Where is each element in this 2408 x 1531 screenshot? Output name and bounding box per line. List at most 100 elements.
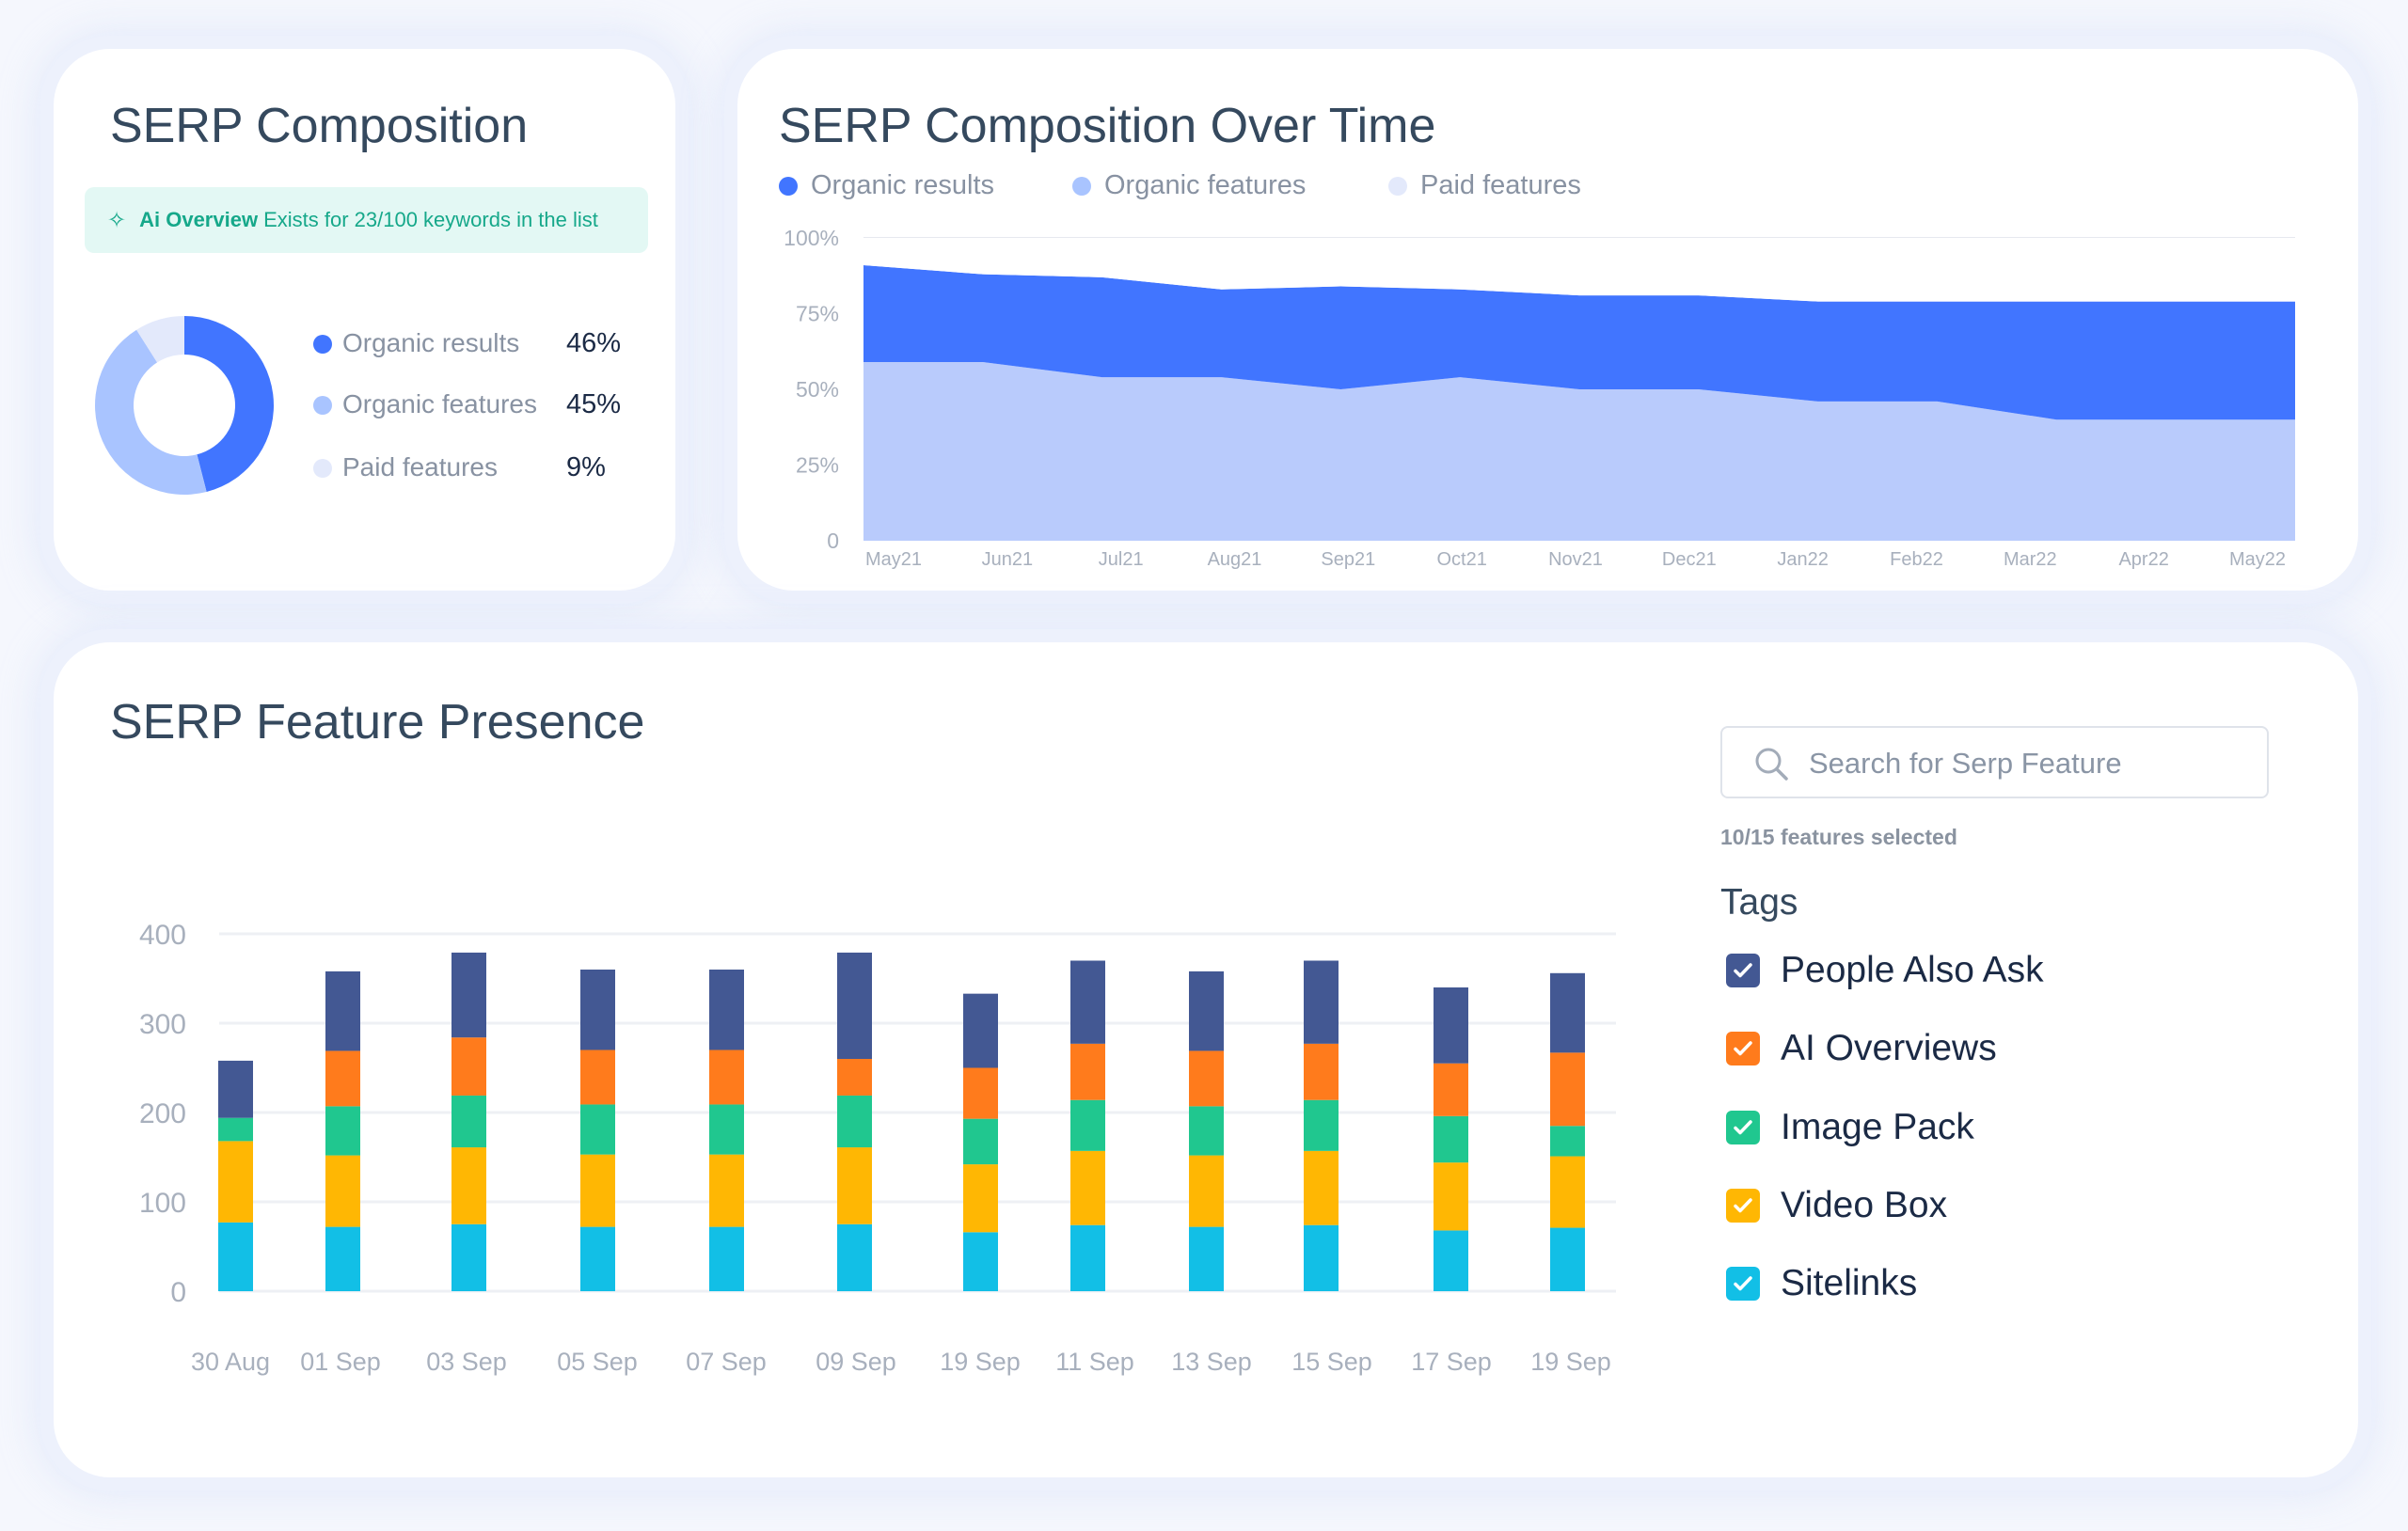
feature-search-box[interactable] xyxy=(1720,726,2269,798)
tag-label: Image Pack xyxy=(1781,1107,1974,1147)
tag-label: Sitelinks xyxy=(1781,1263,1918,1303)
search-icon xyxy=(1755,748,1788,781)
area-legend-label: Organic results xyxy=(811,170,995,200)
checkbox-checked-icon[interactable] xyxy=(1726,1267,1760,1301)
bar-segment-sitelinks xyxy=(1434,1230,1468,1291)
bar-segment-people-also-ask xyxy=(1070,960,1105,1044)
tag-checkbox-item[interactable]: People Also Ask xyxy=(1726,950,2044,990)
bar-segment-video-box xyxy=(1070,1150,1105,1225)
donut-slice-2 xyxy=(136,316,184,363)
legend-dot-1 xyxy=(313,396,332,415)
bar-segment-people-also-ask xyxy=(452,952,486,1038)
bar-segment-image-pack xyxy=(452,1095,486,1148)
x-tick-label: 17 Sep xyxy=(1411,1348,1492,1376)
area-series-organic-features xyxy=(863,362,2295,541)
legend-dot-2 xyxy=(313,459,332,478)
bar-segment-video-box xyxy=(452,1147,486,1224)
y-tick-label: 100 xyxy=(139,1188,186,1219)
bar-segment-sitelinks xyxy=(1189,1226,1224,1291)
area-legend-label: Paid features xyxy=(1420,170,1581,200)
y-tick-label: 200 xyxy=(139,1098,186,1129)
area-legend-dot-1 xyxy=(1072,177,1091,196)
x-tick-label: Apr22 xyxy=(2118,549,2168,570)
bar-segment-ai-overviews xyxy=(325,1050,360,1107)
tag-checkbox-item[interactable]: AI Overviews xyxy=(1726,1028,1997,1068)
bar-segment-people-also-ask xyxy=(1189,971,1224,1051)
bar-segment-ai-overviews xyxy=(1189,1050,1224,1107)
composition-legend-label: Paid features xyxy=(342,452,498,481)
donut-slice-0 xyxy=(184,316,274,493)
bar-segment-video-box xyxy=(963,1164,998,1233)
bar-segment-people-also-ask xyxy=(1550,972,1585,1053)
bar-segment-image-pack xyxy=(325,1106,360,1156)
checkbox-checked-icon[interactable] xyxy=(1726,1189,1760,1223)
x-tick-label: Nov21 xyxy=(1548,549,1603,570)
bar-segment-sitelinks xyxy=(963,1232,998,1291)
x-tick-label: Sep21 xyxy=(1321,549,1375,570)
composition-legend-value: 9% xyxy=(566,452,606,482)
bar-segment-image-pack xyxy=(218,1117,253,1142)
bar-segment-video-box xyxy=(1434,1162,1468,1231)
x-tick-label: 13 Sep xyxy=(1171,1348,1252,1376)
bar-segment-image-pack xyxy=(1550,1126,1585,1157)
bar-segment-people-also-ask xyxy=(1434,987,1468,1064)
bar-segment-video-box xyxy=(709,1154,744,1227)
bar-segment-image-pack xyxy=(837,1095,872,1148)
bar-segment-sitelinks xyxy=(837,1223,872,1291)
y-tick-label: 50% xyxy=(796,377,839,402)
bar-segment-people-also-ask xyxy=(709,970,744,1050)
area-legend-dot-0 xyxy=(779,177,798,196)
y-tick-label: 400 xyxy=(139,920,186,951)
area-series-organic-results xyxy=(863,264,2295,420)
feature-search-input[interactable] xyxy=(1807,728,2262,798)
x-tick-label: Jan22 xyxy=(1777,549,1829,570)
x-tick-label: May21 xyxy=(865,549,922,570)
legend-dot-0 xyxy=(313,335,332,354)
y-tick-label: 0 xyxy=(170,1277,186,1308)
y-tick-label: 300 xyxy=(139,1009,186,1040)
bar-segment-video-box xyxy=(325,1155,360,1227)
bar-segment-ai-overviews xyxy=(837,1059,872,1096)
tag-checkbox-item[interactable]: Sitelinks xyxy=(1726,1263,1918,1303)
composition-area-chart: 0 25% 50% 75% 100% May21 Jun21 Jul21 Aug21 Sep21 O… xyxy=(784,226,2295,570)
x-tick-label: Aug21 xyxy=(1208,549,1262,570)
x-tick-label: 07 Sep xyxy=(686,1348,767,1376)
bar-segment-sitelinks xyxy=(1550,1227,1585,1291)
bar-segment-sitelinks xyxy=(452,1223,486,1291)
features-selected-count: 10/15 features selected xyxy=(1720,825,1957,849)
bar-segment-people-also-ask xyxy=(837,952,872,1059)
bar-segment-ai-overviews xyxy=(1070,1043,1105,1100)
checkbox-checked-icon[interactable] xyxy=(1726,1032,1760,1065)
tags-heading: Tags xyxy=(1720,882,1798,923)
bar-segment-ai-overviews xyxy=(963,1067,998,1119)
x-tick-label: Feb22 xyxy=(1890,549,1943,570)
tag-label: People Also Ask xyxy=(1781,950,2044,990)
composition-over-time-title: SERP Composition Over Time xyxy=(779,99,1436,153)
bar-segment-image-pack xyxy=(580,1104,615,1155)
feature-presence-title: SERP Feature Presence xyxy=(110,695,645,750)
x-tick-label: May22 xyxy=(2229,549,2286,570)
composition-legend-value: 46% xyxy=(566,328,622,358)
tag-checkbox-item[interactable]: Video Box xyxy=(1726,1185,1947,1225)
y-tick-label: 0 xyxy=(827,529,839,553)
bar-segment-ai-overviews xyxy=(580,1050,615,1105)
bar-segment-image-pack xyxy=(1189,1106,1224,1156)
bar-segment-video-box xyxy=(580,1154,615,1227)
x-tick-label: 30 Aug xyxy=(191,1348,270,1376)
ai-overview-banner: ✧ Ai Overview Exists for 23/100 keywords… xyxy=(85,187,648,253)
ai-overview-text: Exists for 23/100 keywords in the list xyxy=(263,208,598,231)
sparkle-icon: ✧ xyxy=(107,207,127,233)
checkbox-checked-icon[interactable] xyxy=(1726,1111,1760,1144)
bar-segment-image-pack xyxy=(963,1118,998,1165)
ai-overview-label: Ai Overview xyxy=(139,208,259,231)
bar-segment-image-pack xyxy=(1304,1099,1339,1151)
x-tick-label: 03 Sep xyxy=(426,1348,507,1376)
bar-segment-sitelinks xyxy=(1304,1224,1339,1291)
serp-composition-title: SERP Composition xyxy=(110,99,529,153)
bar-segment-video-box xyxy=(1189,1155,1224,1227)
composition-legend-label: Organic features xyxy=(342,389,537,418)
bar-segment-ai-overviews xyxy=(1304,1043,1339,1100)
checkbox-checked-icon[interactable] xyxy=(1726,954,1760,987)
y-tick-label: 75% xyxy=(796,302,839,326)
tag-checkbox-item[interactable]: Image Pack xyxy=(1726,1107,1974,1147)
